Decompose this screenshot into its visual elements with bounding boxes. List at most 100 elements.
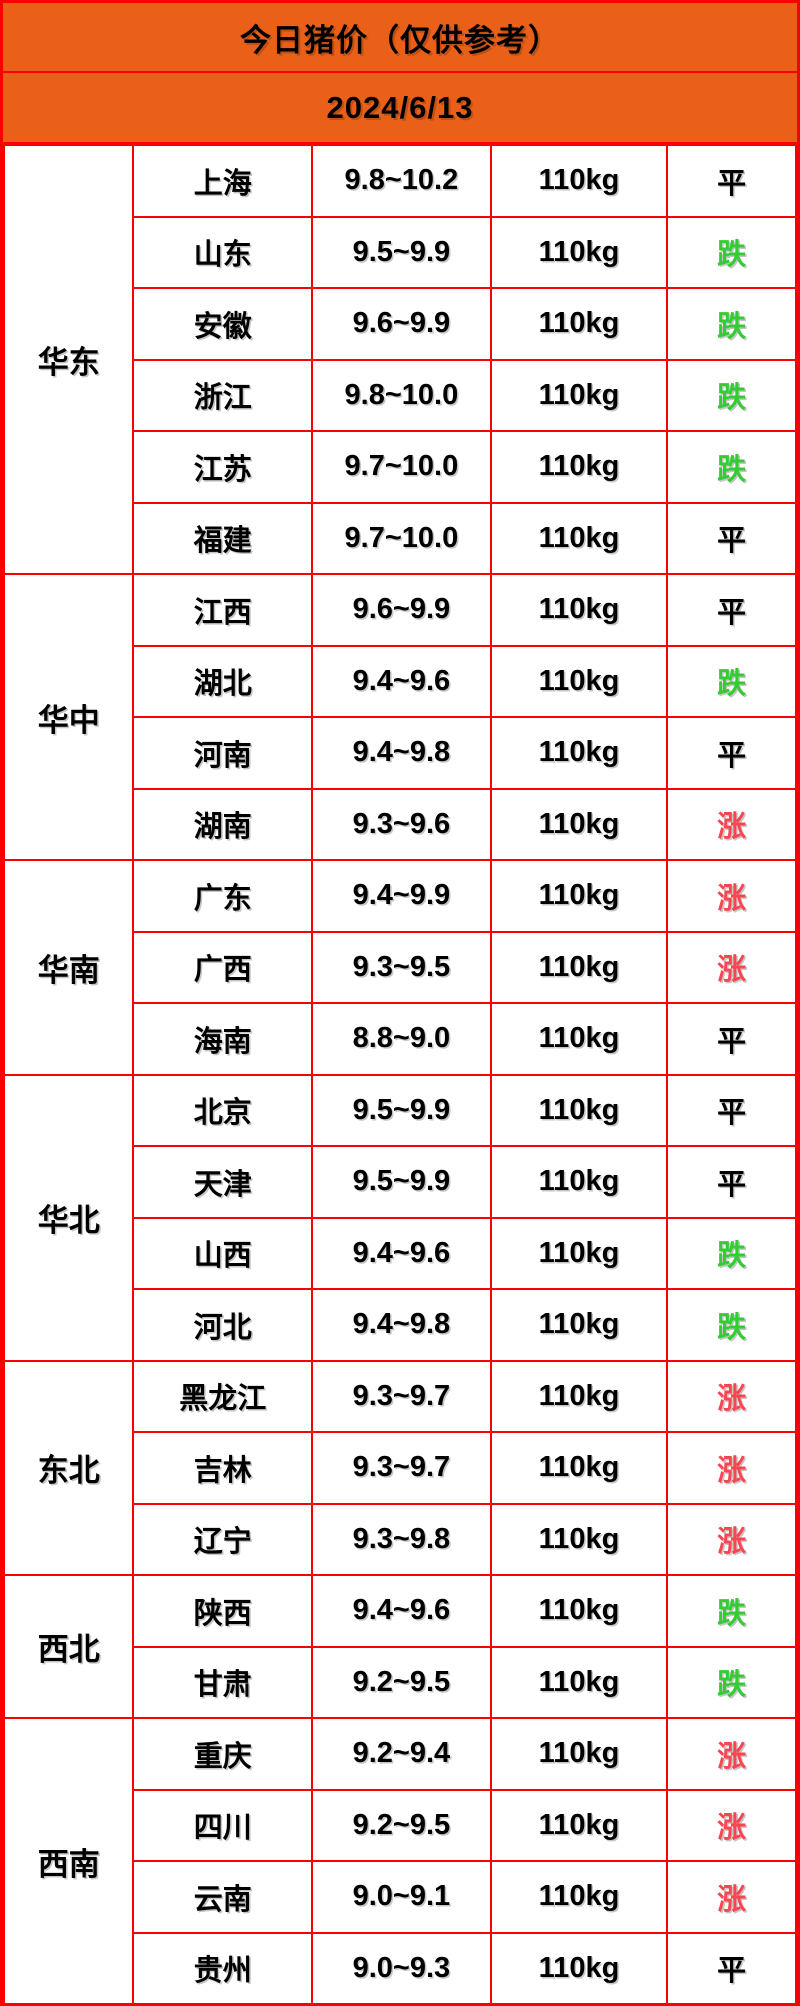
weight-cell: 110kg — [489, 1431, 669, 1505]
table-row: 四川 9.2~9.5 110kg 涨 — [4, 1788, 797, 1862]
province-cell: 吉林 — [132, 1431, 314, 1505]
table-row: 浙江 9.8~10.0 110kg 跌 — [4, 358, 797, 432]
price-cell: 9.3~9.7 — [311, 1431, 492, 1505]
price-cell: 9.4~9.6 — [311, 644, 492, 718]
price-table: 华东 上海 9.8~10.2 110kg 平山东 9.5~9.9 110kg 跌安徽 9.6~9… — [3, 144, 797, 2003]
weight-cell: 110kg — [489, 573, 669, 647]
province-cell: 广东 — [132, 859, 314, 933]
province-cell: 陕西 — [132, 1574, 314, 1648]
weight-cell: 110kg — [489, 215, 669, 289]
table-row: 安徽 9.6~9.9 110kg 跌 — [4, 287, 797, 361]
weight-cell: 110kg — [489, 1717, 669, 1791]
trend-cell: 平 — [666, 1002, 797, 1076]
weight-cell: 110kg — [489, 644, 669, 718]
price-cell: 9.3~9.6 — [311, 787, 492, 861]
table-row: 江苏 9.7~10.0 110kg 跌 — [4, 430, 797, 504]
price-cell: 8.8~9.0 — [311, 1002, 492, 1076]
region-cell: 华北 — [3, 1073, 135, 1362]
province-cell: 河北 — [132, 1288, 314, 1362]
price-cell: 9.2~9.4 — [311, 1717, 492, 1791]
trend-cell: 涨 — [666, 787, 797, 861]
table-row: 天津 9.5~9.9 110kg 平 — [4, 1145, 797, 1219]
table-row: 吉林 9.3~9.7 110kg 涨 — [4, 1431, 797, 1505]
province-cell: 海南 — [132, 1002, 314, 1076]
trend-cell: 涨 — [666, 1502, 797, 1576]
table-row: 华南 广东 9.4~9.9 110kg 涨 — [3, 859, 797, 1076]
weight-cell: 110kg — [489, 1931, 669, 2003]
price-cell: 9.0~9.1 — [311, 1860, 492, 1934]
price-cell: 9.6~9.9 — [311, 287, 492, 361]
trend-cell: 跌 — [666, 644, 797, 718]
trend-cell: 涨 — [666, 1860, 797, 1934]
weight-cell: 110kg — [489, 1359, 669, 1433]
province-cell: 黑龙江 — [132, 1359, 314, 1433]
trend-cell: 跌 — [666, 1645, 797, 1719]
trend-cell: 涨 — [666, 1431, 797, 1505]
price-cell: 9.0~9.3 — [311, 1931, 492, 2003]
trend-cell: 平 — [666, 501, 797, 575]
table-row: 东北 黑龙江 9.3~9.7 110kg 涨 — [3, 1359, 797, 1576]
table-row: 甘肃 9.2~9.5 110kg 跌 — [4, 1645, 797, 1719]
table-row: 华中 江西 9.6~9.9 110kg 平 — [3, 573, 797, 861]
table-row: 山西 9.4~9.6 110kg 跌 — [4, 1216, 797, 1290]
price-cell: 9.3~9.5 — [311, 930, 492, 1004]
price-cell: 9.3~9.8 — [311, 1502, 492, 1576]
table-row: 华北 北京 9.5~9.9 110kg 平 — [3, 1073, 797, 1362]
table-row: 河北 9.4~9.8 110kg 跌 — [4, 1288, 797, 1362]
table-row: 湖北 9.4~9.6 110kg 跌 — [4, 644, 797, 718]
price-cell: 9.5~9.9 — [311, 215, 492, 289]
province-cell: 安徽 — [132, 287, 314, 361]
price-cell: 9.7~10.0 — [311, 501, 492, 575]
region-cell: 华东 — [3, 144, 135, 575]
price-cell: 9.4~9.8 — [311, 1288, 492, 1362]
table-row: 广西 9.3~9.5 110kg 涨 — [4, 930, 797, 1004]
price-cell: 9.5~9.9 — [311, 1145, 492, 1219]
province-cell: 浙江 — [132, 358, 314, 432]
price-cell: 9.4~9.9 — [311, 859, 492, 933]
weight-cell: 110kg — [489, 1288, 669, 1362]
weight-cell: 110kg — [489, 1073, 669, 1147]
trend-cell: 跌 — [666, 287, 797, 361]
region-cell: 东北 — [3, 1359, 135, 1576]
weight-cell: 110kg — [489, 787, 669, 861]
price-cell: 9.7~10.0 — [311, 430, 492, 504]
table-row: 福建 9.7~10.0 110kg 平 — [4, 501, 797, 575]
trend-cell: 跌 — [666, 215, 797, 289]
weight-cell: 110kg — [489, 1574, 669, 1648]
trend-cell: 涨 — [666, 859, 797, 933]
region-cell: 华中 — [3, 573, 135, 861]
province-cell: 北京 — [132, 1073, 314, 1147]
price-cell: 9.5~9.9 — [311, 1073, 492, 1147]
date-label: 2024/6/13 — [3, 73, 797, 144]
province-cell: 湖南 — [132, 787, 314, 861]
table-row: 山东 9.5~9.9 110kg 跌 — [4, 215, 797, 289]
trend-cell: 涨 — [666, 1717, 797, 1791]
table-row: 西北 陕西 9.4~9.6 110kg 跌 — [3, 1574, 797, 1719]
province-cell: 河南 — [132, 716, 314, 790]
weight-cell: 110kg — [489, 1502, 669, 1576]
province-cell: 山西 — [132, 1216, 314, 1290]
weight-cell: 110kg — [489, 1145, 669, 1219]
province-cell: 广西 — [132, 930, 314, 1004]
table-row: 云南 9.0~9.1 110kg 涨 — [4, 1860, 797, 1934]
trend-cell: 跌 — [666, 1288, 797, 1362]
table-row: 湖南 9.3~9.6 110kg 涨 — [4, 787, 797, 861]
province-cell: 四川 — [132, 1788, 314, 1862]
weight-cell: 110kg — [489, 1645, 669, 1719]
province-cell: 上海 — [132, 144, 314, 218]
trend-cell: 平 — [666, 1145, 797, 1219]
weight-cell: 110kg — [489, 930, 669, 1004]
price-cell: 9.2~9.5 — [311, 1645, 492, 1719]
weight-cell: 110kg — [489, 358, 669, 432]
weight-cell: 110kg — [489, 1788, 669, 1862]
page-title: 今日猪价（仅供参考） — [3, 3, 797, 73]
region-cell: 华南 — [3, 859, 135, 1076]
trend-cell: 平 — [666, 573, 797, 647]
province-cell: 福建 — [132, 501, 314, 575]
trend-cell: 涨 — [666, 1788, 797, 1862]
price-cell: 9.8~10.2 — [311, 144, 492, 218]
table-row: 贵州 9.0~9.3 110kg 平 — [4, 1931, 797, 2003]
region-cell: 西北 — [3, 1574, 135, 1719]
province-cell: 甘肃 — [132, 1645, 314, 1719]
